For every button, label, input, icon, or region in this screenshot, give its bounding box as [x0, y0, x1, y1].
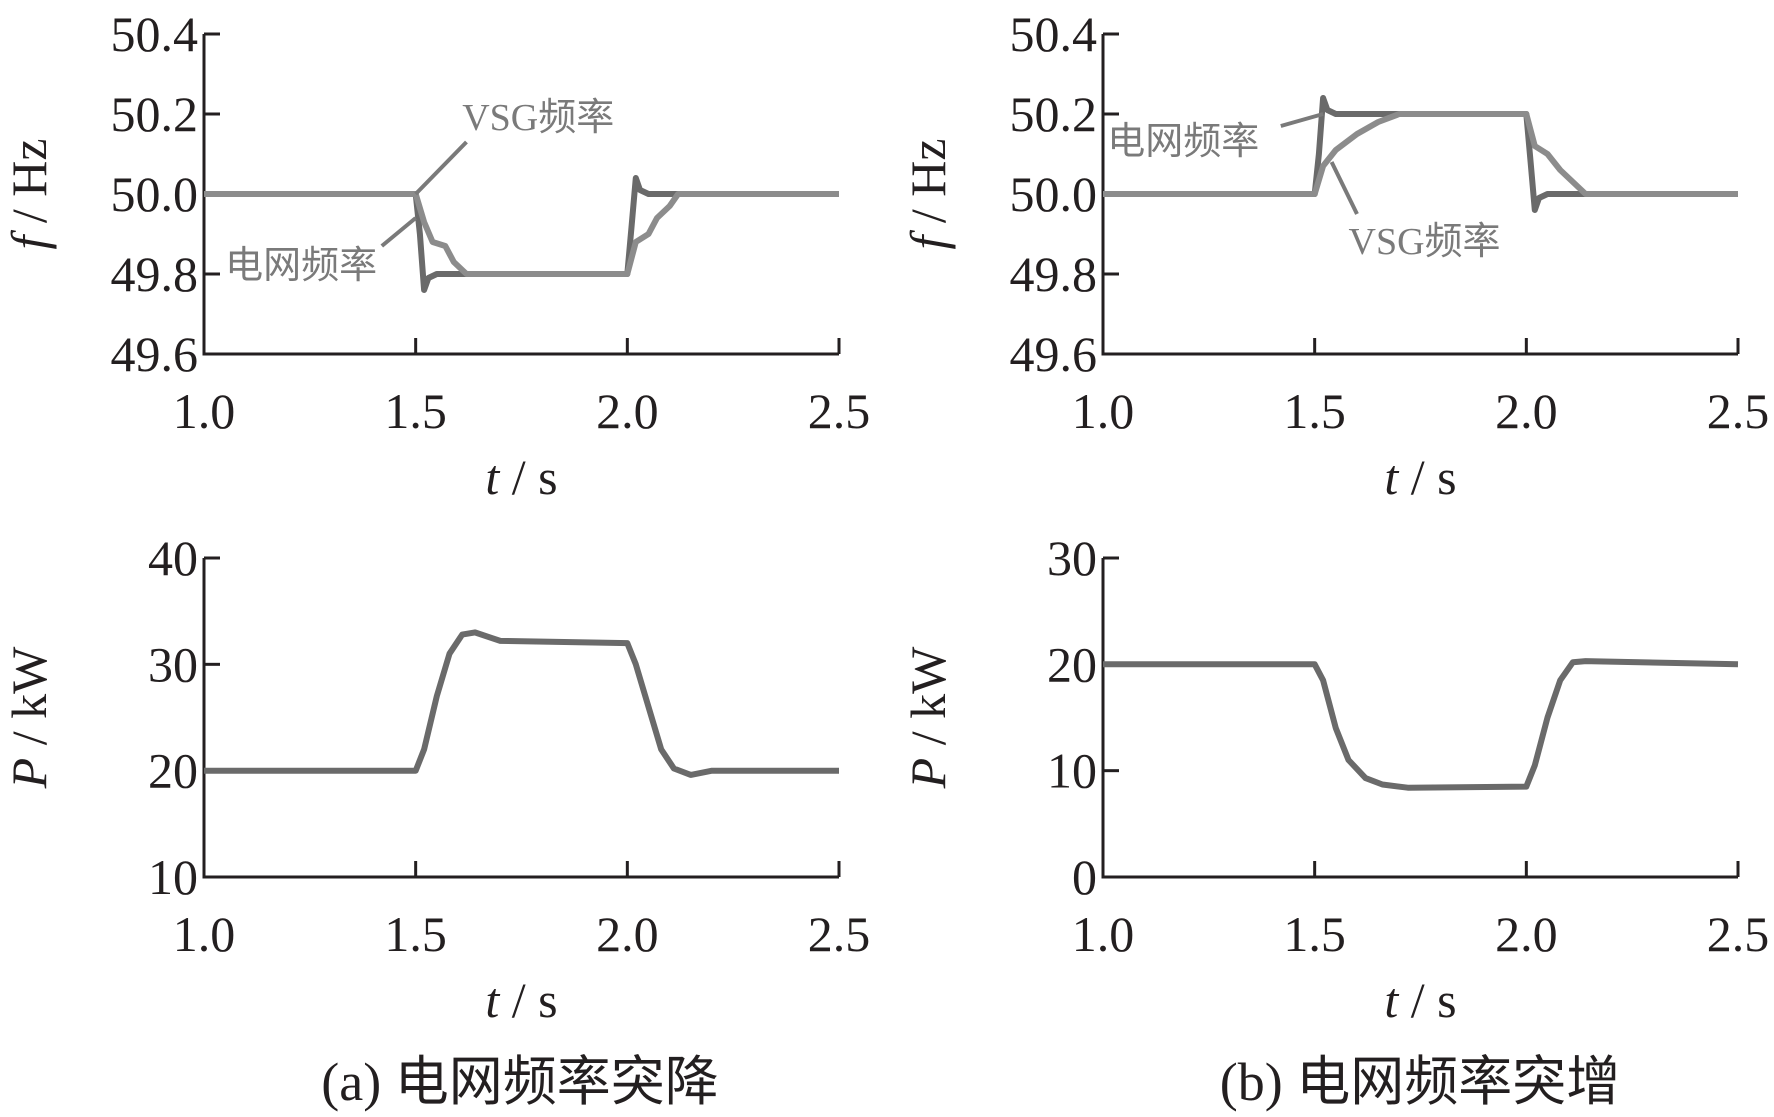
y-tick-label: 49.8 [111, 246, 199, 302]
x-axis-label: t / s [485, 449, 557, 505]
y-tick-label: 50.4 [111, 6, 199, 62]
annotation-label: 电网频率 [1107, 121, 1259, 163]
annotation-leader [1329, 161, 1359, 215]
x-tick-label: 2.5 [1707, 906, 1770, 962]
x-tick-label: 2.0 [1495, 383, 1558, 439]
series-line-1 [204, 191, 839, 277]
x-axis-label: t / s [485, 972, 557, 1028]
annotation-leader [414, 140, 468, 196]
series-line-0 [204, 175, 839, 293]
caption-a: (a) 电网频率突降 [321, 1052, 718, 1112]
y-axis-label: f / Hz [1, 138, 57, 249]
y-tick-label: 20 [1047, 636, 1097, 692]
y-tick-label: 50.2 [1010, 86, 1098, 142]
y-tick-label: 49.6 [1010, 326, 1098, 382]
x-tick-label: 1.0 [173, 383, 236, 439]
y-tick-label: 10 [1047, 743, 1097, 799]
y-tick-label: 50.0 [1010, 166, 1098, 222]
y-tick-label: 50.2 [111, 86, 199, 142]
axes [1101, 558, 1738, 879]
x-axis-label: t / s [1384, 449, 1456, 505]
caption-b: (b) 电网频率突增 [1220, 1052, 1620, 1112]
series-line-1 [1103, 111, 1738, 197]
y-axis-label: P / kW [1, 646, 57, 789]
y-axis-label: P / kW [900, 646, 956, 789]
annotation-leader [1280, 112, 1324, 128]
annotation-label: 电网频率 [225, 245, 377, 287]
x-tick-label: 1.5 [384, 906, 447, 962]
x-tick-label: 2.0 [596, 906, 659, 962]
y-tick-label: 50.0 [111, 166, 199, 222]
annotation-label: VSG频率 [1349, 221, 1501, 263]
y-axis-label: f / Hz [900, 138, 956, 249]
series-line-0 [1103, 95, 1738, 213]
y-tick-label: 0 [1072, 849, 1097, 905]
x-tick-label: 1.0 [1072, 906, 1135, 962]
y-tick-label: 30 [1047, 530, 1097, 586]
y-tick-label: 49.8 [1010, 246, 1098, 302]
y-tick-label: 49.6 [111, 326, 199, 382]
chart-a-frequency: 49.6 49.8 50.0 50.2 50.4 1.0 1.5 2.0 2.5 t / s f /… [1, 6, 870, 505]
series-line-0 [204, 629, 839, 778]
x-axis-label: t / s [1384, 972, 1456, 1028]
x-tick-label: 1.5 [1283, 906, 1346, 962]
y-tick-label: 10 [148, 849, 198, 905]
y-tick-label: 30 [148, 636, 198, 692]
x-tick-label: 1.0 [1072, 383, 1135, 439]
x-tick-label: 2.5 [808, 383, 871, 439]
chart-b-power: 0 10 20 30 1.0 1.5 2.0 2.5 t / s P / kW [900, 530, 1769, 1028]
annotation-leader [380, 216, 417, 248]
axes [202, 558, 839, 879]
x-tick-label: 1.0 [173, 906, 236, 962]
y-tick-label: 40 [148, 530, 198, 586]
x-tick-label: 2.5 [1707, 383, 1770, 439]
x-tick-label: 2.0 [1495, 906, 1558, 962]
y-tick-label: 20 [148, 743, 198, 799]
chart-a-power: 10 20 30 40 1.0 1.5 2.0 2.5 t / s P / kW [1, 530, 870, 1028]
x-tick-label: 2.0 [596, 383, 659, 439]
y-tick-label: 50.4 [1010, 6, 1098, 62]
x-tick-label: 1.5 [1283, 383, 1346, 439]
chart-b-frequency: 49.6 49.8 50.0 50.2 50.4 1.0 1.5 2.0 2.5 t / s f /… [900, 6, 1769, 505]
annotation-label: VSG频率 [462, 97, 614, 139]
x-tick-label: 2.5 [808, 906, 871, 962]
series-line-0 [1103, 658, 1739, 791]
x-tick-label: 1.5 [384, 383, 447, 439]
